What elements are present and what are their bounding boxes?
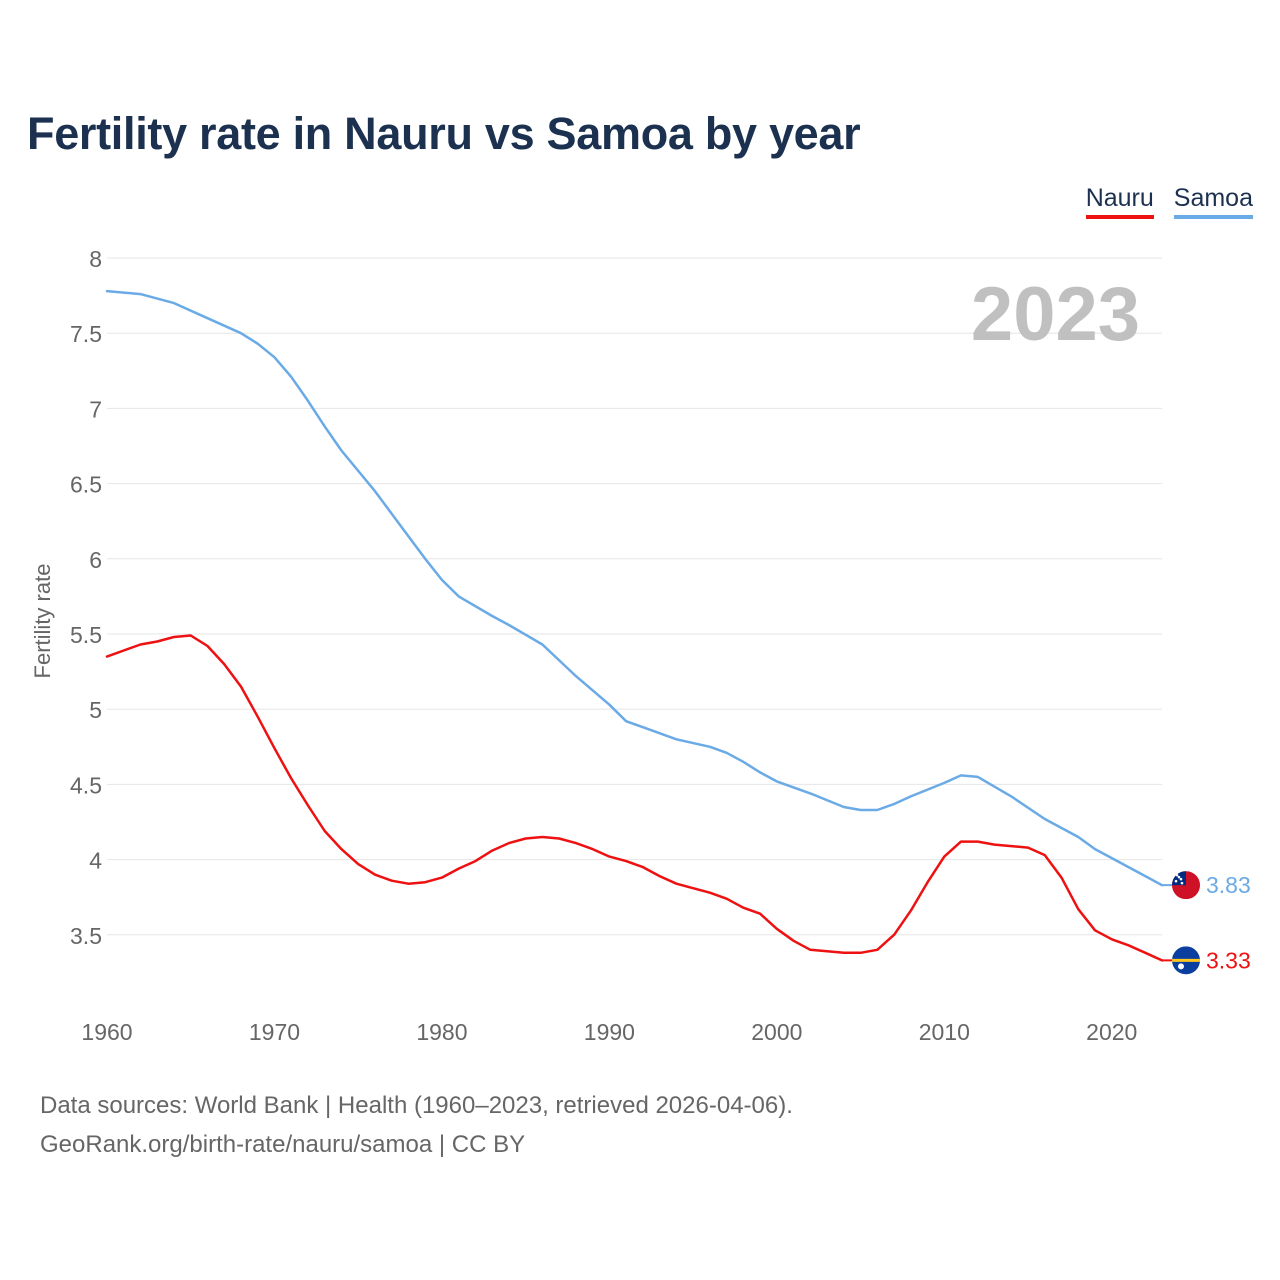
x-tick-label: 2020 [1086, 1019, 1137, 1045]
data-sources: Data sources: World Bank | Health (1960–… [40, 1092, 793, 1119]
y-axis-label: Fertility rate [30, 564, 55, 679]
legend-item-nauru[interactable]: Nauru [1085, 184, 1154, 219]
chart-title: Fertility rate in Nauru vs Samoa by year [27, 108, 861, 159]
series-line-nauru[interactable] [105, 634, 1164, 962]
y-axis: 3.5 4 4.5 5 5.5 6 6.5 7 7.5 8 [70, 246, 102, 949]
y-tick-label: 7.5 [70, 321, 102, 347]
source-link[interactable]: GeoRank.org/birth-rate/nauru/samoa | CC … [40, 1131, 526, 1158]
samoa-flag-icon [1172, 871, 1200, 900]
end-markers: 3.83 3.33 [1162, 871, 1251, 975]
y-tick-label: 7 [89, 396, 102, 422]
end-value-label-nauru: 3.33 [1206, 947, 1251, 973]
x-axis: 1960 1970 1980 1990 2000 2010 2020 [81, 1019, 1137, 1045]
y-tick-label: 3.5 [70, 923, 102, 949]
grid [107, 257, 1162, 936]
y-tick-label: 4 [89, 848, 102, 874]
x-tick-label: 1980 [416, 1019, 467, 1045]
end-value-label-samoa: 3.83 [1206, 872, 1251, 898]
y-tick-label: 5.5 [70, 622, 102, 648]
nauru-flag-icon [1172, 946, 1200, 975]
y-tick-label: 4.5 [70, 772, 102, 798]
series-line-samoa[interactable] [105, 289, 1164, 887]
x-tick-label: 1970 [249, 1019, 300, 1045]
y-tick-label: 8 [89, 246, 102, 272]
series-lines [105, 289, 1164, 962]
legend: Nauru Samoa [1085, 184, 1253, 219]
y-tick-label: 6.5 [70, 472, 102, 498]
x-tick-label: 1990 [584, 1019, 635, 1045]
legend-item-samoa[interactable]: Samoa [1173, 184, 1253, 219]
year-label: 2023 [971, 272, 1140, 357]
y-tick-label: 6 [89, 547, 102, 573]
x-tick-label: 2010 [919, 1019, 970, 1045]
x-tick-label: 2000 [751, 1019, 802, 1045]
x-tick-label: 1960 [81, 1019, 132, 1045]
y-tick-label: 5 [89, 697, 102, 723]
footer: Data sources: World Bank | Health (1960–… [40, 1086, 793, 1164]
